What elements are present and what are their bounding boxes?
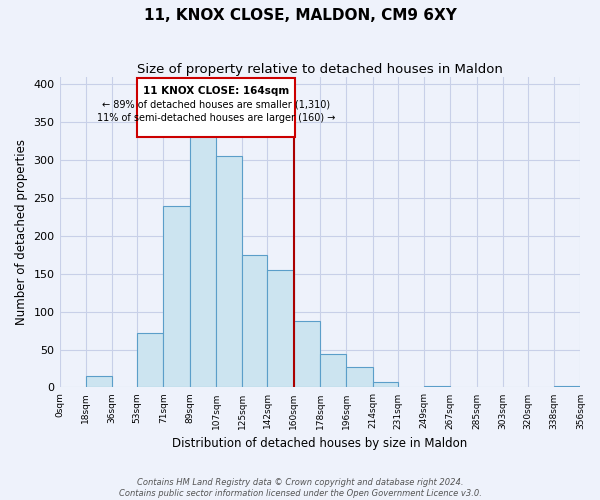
- Text: ← 89% of detached houses are smaller (1,310): ← 89% of detached houses are smaller (1,…: [102, 100, 330, 110]
- Bar: [320, 354, 346, 388]
- Bar: [554, 386, 580, 388]
- Text: 11% of semi-detached houses are larger (160) →: 11% of semi-detached houses are larger (…: [97, 113, 335, 123]
- Text: 11 KNOX CLOSE: 164sqm: 11 KNOX CLOSE: 164sqm: [143, 86, 289, 96]
- Bar: [242, 255, 268, 388]
- Bar: [424, 386, 450, 388]
- Bar: [163, 206, 190, 388]
- Bar: [346, 367, 373, 388]
- Bar: [137, 333, 163, 388]
- X-axis label: Distribution of detached houses by size in Maldon: Distribution of detached houses by size …: [172, 437, 467, 450]
- Bar: [268, 270, 293, 388]
- Bar: [86, 376, 112, 388]
- Bar: [216, 156, 242, 388]
- Bar: [190, 134, 216, 388]
- Y-axis label: Number of detached properties: Number of detached properties: [15, 139, 28, 325]
- Text: 11, KNOX CLOSE, MALDON, CM9 6XY: 11, KNOX CLOSE, MALDON, CM9 6XY: [143, 8, 457, 22]
- Bar: [373, 382, 398, 388]
- Bar: [137, 78, 295, 138]
- Bar: [293, 322, 320, 388]
- Text: Contains HM Land Registry data © Crown copyright and database right 2024.
Contai: Contains HM Land Registry data © Crown c…: [119, 478, 481, 498]
- Title: Size of property relative to detached houses in Maldon: Size of property relative to detached ho…: [137, 62, 503, 76]
